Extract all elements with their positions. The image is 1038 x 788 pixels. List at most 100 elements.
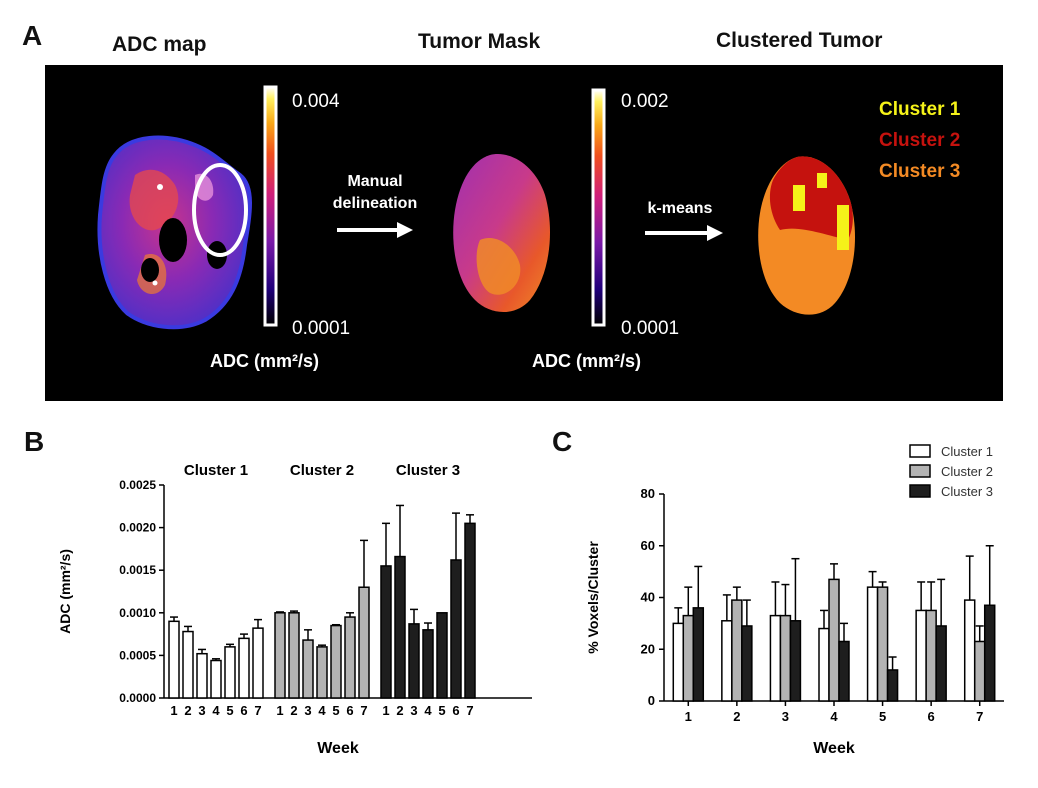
tumor-mask-title: Tumor Mask	[418, 30, 541, 53]
bar-b	[316, 646, 328, 699]
bar-c	[828, 578, 840, 702]
x-tick-label-b: 1	[170, 703, 177, 718]
group-label-b: Cluster 1	[184, 462, 248, 479]
bar-b	[224, 646, 236, 699]
x-tick-label-b: 5	[438, 703, 445, 718]
x-tick-label-b: 4	[318, 703, 326, 718]
bar-c	[721, 620, 733, 702]
bar-c	[838, 640, 850, 702]
bar-c	[789, 620, 802, 702]
bar-b	[450, 559, 462, 699]
x-tick-label-c: 7	[976, 709, 983, 724]
chart-b: 0.0000 0.0005 0.0010 0.0015 0.0020 0.0025 ADC …	[57, 462, 532, 757]
x-tick-label-b: 5	[226, 703, 233, 718]
bar-c	[915, 609, 927, 702]
x-tick-label-b: 3	[410, 703, 417, 718]
bar-c	[973, 640, 986, 702]
clustered-tumor-title: Clustered Tumor	[716, 29, 883, 52]
x-tick-label-b: 3	[304, 703, 311, 718]
bar-c	[925, 609, 937, 702]
x-axis-label-c: Week	[813, 740, 855, 757]
y-tick-label-c: 80	[641, 486, 655, 501]
x-tick-label-c: 3	[782, 709, 789, 724]
x-tick-label-b: 6	[240, 703, 247, 718]
colorbar-1-label: ADC (mm²/s)	[210, 351, 320, 371]
bar-c	[886, 669, 899, 702]
colorbar-1-min: 0.0001	[292, 318, 351, 339]
bar-c	[983, 604, 996, 702]
mri-images	[97, 85, 855, 330]
bar-b	[422, 629, 434, 699]
x-tick-label-b: 4	[212, 703, 220, 718]
y-tick-label-c: 20	[641, 641, 655, 656]
x-tick-label-c: 6	[928, 709, 935, 724]
x-tick-label-b: 4	[424, 703, 432, 718]
cluster-legend-3: Cluster 3	[879, 161, 961, 182]
bar-b	[302, 639, 314, 699]
x-tick-label-b: 1	[382, 703, 389, 718]
panel-b-letter: B	[24, 426, 45, 457]
colorbar-1	[263, 85, 278, 327]
bar-c	[866, 586, 879, 702]
bar-b	[274, 612, 286, 699]
bar-c	[741, 625, 753, 702]
bar-c	[963, 599, 976, 702]
bar-c	[876, 586, 889, 702]
arrow-2-label: k-means	[647, 200, 713, 217]
bar-b	[380, 565, 392, 699]
group-label-b: Cluster 3	[396, 462, 460, 479]
colorbar-2	[591, 88, 606, 327]
legend-label-c: Cluster 2	[941, 464, 993, 479]
bar-b	[210, 659, 222, 699]
legend-swatch-c	[909, 484, 931, 498]
cluster-legend-2: Cluster 2	[879, 130, 961, 151]
x-tick-label-b: 6	[452, 703, 459, 718]
region-circle	[192, 163, 248, 257]
x-tick-label-b: 2	[184, 703, 191, 718]
bar-b	[238, 637, 250, 699]
y-axis-label-c: % Voxels/Cluster	[585, 541, 601, 654]
bar-b	[288, 612, 300, 699]
y-tick-label-b: 0.0010	[119, 606, 156, 620]
tumor-mask-image	[453, 154, 550, 313]
panel-c-letter: C	[552, 426, 573, 457]
bar-b	[358, 586, 370, 699]
legend-label-c: Cluster 3	[941, 484, 993, 499]
cluster-legend-1: Cluster 1	[879, 99, 961, 120]
x-axis-label-b: Week	[317, 740, 359, 757]
bar-b	[394, 555, 406, 699]
legend-swatch-c	[909, 444, 931, 458]
y-tick-label-b: 0.0005	[119, 648, 156, 662]
x-tick-label-c: 4	[830, 709, 838, 724]
chart-c: 0 20 40 60 80 % Voxels/Cluster 1 2 3 4 5 6 7 Week Clus…	[585, 444, 1004, 757]
y-tick-label-c: 0	[648, 693, 655, 708]
x-tick-label-b: 6	[346, 703, 353, 718]
y-axis-label-b: ADC (mm²/s)	[57, 549, 73, 634]
y-tick-label-b: 0.0025	[119, 478, 156, 492]
y-tick-label-b: 0.0015	[119, 563, 156, 577]
bar-b	[330, 624, 342, 699]
mri-panel: 0.004 0.0001 ADC (mm²/s) Manual delineat…	[45, 65, 1003, 401]
x-tick-label-c: 2	[733, 709, 740, 724]
bar-c	[818, 627, 830, 702]
bar-c	[672, 622, 685, 702]
bar-b	[436, 612, 448, 699]
bar-b	[252, 627, 264, 699]
adc-map-title: ADC map	[112, 33, 207, 56]
colorbar-1-max: 0.004	[292, 91, 340, 112]
bar-c	[682, 614, 695, 702]
x-tick-label-b: 1	[276, 703, 283, 718]
y-tick-label-b: 0.0020	[119, 521, 156, 535]
legend-swatch-c	[909, 464, 931, 478]
y-tick-label-c: 40	[641, 590, 655, 605]
panel-a-letter: A	[22, 20, 43, 51]
x-tick-label-b: 7	[254, 703, 261, 718]
bar-b	[168, 620, 180, 699]
x-tick-label-b: 5	[332, 703, 339, 718]
bar-b	[464, 522, 476, 699]
colorbar-2-max: 0.002	[621, 91, 669, 112]
bar-c	[935, 625, 947, 702]
x-tick-label-b: 7	[466, 703, 473, 718]
bar-c	[769, 614, 782, 702]
x-tick-label-b: 7	[360, 703, 367, 718]
